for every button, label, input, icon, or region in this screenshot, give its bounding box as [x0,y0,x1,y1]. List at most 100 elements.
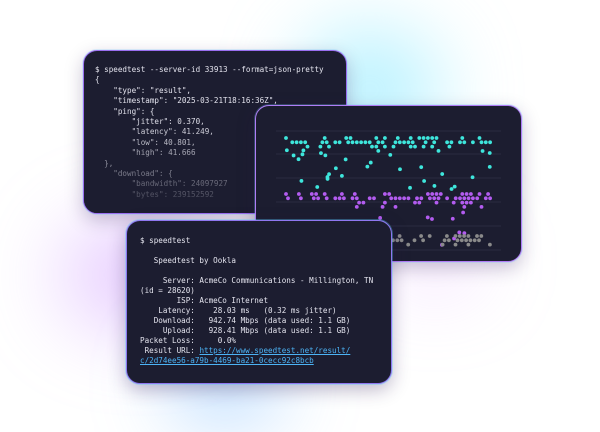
dot [445,196,449,201]
dot [284,148,289,153]
dot [487,151,492,155]
dot [391,238,395,243]
dot [432,140,437,145]
dot [471,196,475,201]
dot [314,192,318,196]
dot [383,136,387,140]
dot [450,216,455,221]
terminal-line: Server: AcmeCo Communications - Millingt… [140,276,374,285]
dot [367,196,372,201]
dot [301,148,306,153]
dot [477,136,482,140]
dot [346,140,351,145]
dot [458,140,462,145]
dot [284,136,288,140]
dot [296,157,301,162]
dot [436,149,441,153]
dot [453,196,458,201]
dot [426,192,430,196]
dot [316,196,320,201]
dot [380,140,385,145]
dot [368,160,373,165]
dot [395,238,400,243]
dot [299,196,303,201]
result-url-link[interactable]: https://www.speedtest.net/result/ [199,346,351,355]
dot [340,192,344,196]
dot [323,153,328,158]
dot [388,152,393,157]
dot [311,196,316,201]
speedtest-output: $ speedtest Speedtest by Ookla Server: A… [140,236,373,366]
dot [477,192,482,196]
dot [457,230,462,235]
dot [426,136,430,140]
dot [333,196,338,201]
dot [320,140,325,145]
dot [406,196,411,201]
dot [354,205,359,209]
result-url-link-continued[interactable]: c/2d74ee56-a79b-4469-ba21-0cecc92c8bcb [140,356,314,365]
dot [462,231,467,236]
dot [447,144,452,149]
dot [462,140,467,145]
dot [393,205,398,209]
dot [460,136,465,140]
dot [408,185,412,190]
dot [387,192,392,196]
dot [421,136,426,140]
dot [300,152,305,157]
dot [470,175,475,180]
dot [477,238,481,243]
dot [434,192,439,196]
dot [286,196,290,201]
dot [333,166,338,171]
dot [445,234,449,238]
dot [455,238,460,243]
dot [322,136,327,140]
dot [434,200,439,205]
dot [337,140,342,145]
terminal-line: "ping": { [95,106,155,116]
dot [421,238,425,243]
dot [419,196,424,201]
dot [342,196,346,201]
dot [380,205,385,209]
dot [391,144,396,149]
dot [427,234,432,238]
dot [460,200,465,205]
dot [319,151,323,156]
dot [372,196,376,201]
dot [436,196,441,201]
dot [383,200,387,205]
dot [354,196,359,201]
dot [488,196,492,201]
dot [365,164,370,169]
dot [410,140,415,145]
dot [475,196,480,201]
dot [471,140,475,145]
dot [468,238,473,243]
dot [350,140,355,145]
dot [359,140,363,145]
dot [327,144,331,149]
dot [453,242,458,247]
dot [393,196,398,201]
terminal-line: "type": "result", [95,85,192,95]
dot [466,242,471,247]
dot [408,136,413,140]
dot [417,200,422,205]
dot [337,196,342,201]
dot [350,196,355,201]
dot [315,185,320,189]
dot [425,215,430,220]
dot [422,179,427,183]
dot [383,192,387,196]
dot [423,140,428,145]
dot [457,234,462,238]
dot [464,200,469,205]
dot [417,136,422,140]
dot [469,192,473,196]
dot [413,144,417,149]
result-url-label: Result URL: [140,346,200,355]
dot [363,140,368,145]
